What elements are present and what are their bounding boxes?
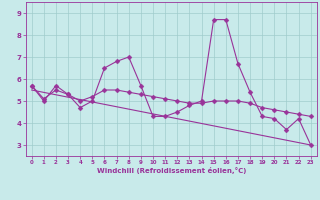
X-axis label: Windchill (Refroidissement éolien,°C): Windchill (Refroidissement éolien,°C) [97, 167, 246, 174]
